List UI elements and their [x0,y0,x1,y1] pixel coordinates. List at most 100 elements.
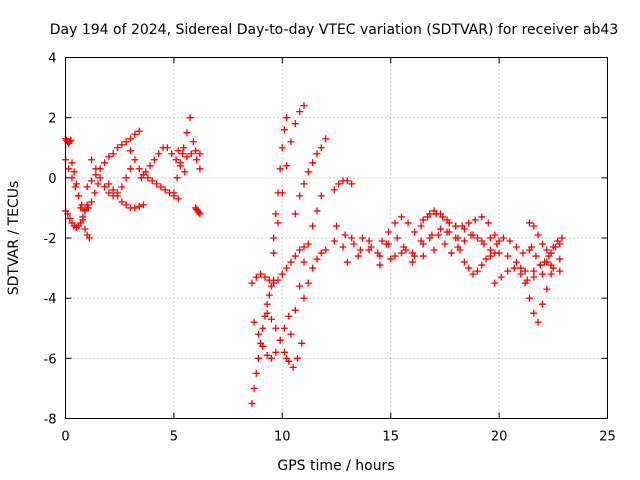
data-point [135,165,143,173]
data-point [278,270,286,278]
data-point [109,150,117,158]
data-point [313,255,321,263]
data-point [259,342,267,350]
data-point [270,234,278,242]
series-arc-09 [137,144,189,182]
data-point [517,270,525,278]
data-point [77,204,85,212]
data-point [88,177,96,185]
data-point [272,210,280,218]
series-arc-32 [517,264,555,326]
data-point [309,264,317,272]
data-point [528,243,536,251]
data-point [534,231,542,239]
data-point [135,202,143,210]
series-arc-07 [105,180,148,212]
series-arc-16 [263,309,306,371]
data-point [67,136,75,144]
series-arc-28 [447,231,533,257]
series-arc-21 [300,249,325,302]
data-point [391,252,399,260]
data-point [378,237,386,245]
data-point [504,252,512,260]
data-point [79,216,87,224]
data-point [72,180,80,188]
data-point [376,261,384,269]
data-point [105,180,113,188]
data-point [170,189,178,197]
data-point [341,231,349,239]
data-point [385,228,393,236]
data-point [547,249,555,257]
y-tick-label: 0 [48,172,56,187]
data-point [176,159,184,167]
data-point [118,183,126,191]
data-point [280,348,288,356]
series-arc-30 [491,258,564,287]
data-point [391,219,399,227]
data-point [411,252,419,260]
data-point [144,174,152,182]
data-point [291,252,299,260]
data-point [398,249,406,257]
data-point [538,270,546,278]
data-point [445,228,453,236]
data-point [330,237,338,245]
data-point [122,138,130,146]
data-point [491,231,499,239]
data-point [287,330,295,338]
series-arc-19 [283,192,325,362]
data-point [402,246,410,254]
data-point [265,291,273,299]
data-point [521,279,529,287]
y-tick-label: -4 [44,292,57,307]
data-point [521,267,529,275]
series-arc-03 [62,156,102,213]
series-arc-04 [68,159,93,242]
data-point [257,270,265,278]
data-point [174,147,182,155]
data-point [283,162,291,170]
data-point [179,150,187,158]
data-point [441,240,449,248]
data-point [465,219,473,227]
data-point [122,174,130,182]
data-point [478,261,486,269]
data-point [525,294,533,302]
data-point [285,312,293,320]
data-point [287,258,295,266]
data-point [78,201,86,209]
data-point [432,210,440,218]
data-point [430,246,438,254]
data-point [291,306,299,314]
series-arc-25 [343,240,449,269]
data-point [447,249,455,257]
data-point [88,198,96,206]
data-point [274,219,282,227]
data-point [122,201,130,209]
data-point [287,138,295,146]
data-point [196,210,204,218]
data-points [62,102,566,407]
data-point [486,246,494,254]
data-point [354,252,362,260]
data-point [317,192,325,200]
x-tick-label: 20 [491,430,508,445]
y-tick-label: -2 [44,232,57,247]
data-point [101,183,109,191]
series-arc-18 [270,114,291,242]
data-point [469,270,477,278]
chart-title: Day 194 of 2024, Sidereal Day-to-day VTE… [50,22,619,38]
data-point [317,144,325,152]
data-point [434,231,442,239]
series-arc-24 [333,222,462,260]
data-point [195,208,203,216]
data-point [66,138,74,146]
data-point [189,138,197,146]
data-point [105,189,113,197]
data-point [417,222,425,230]
data-point [309,222,317,230]
data-point [248,279,256,287]
data-point [478,213,486,221]
data-point [283,114,291,122]
